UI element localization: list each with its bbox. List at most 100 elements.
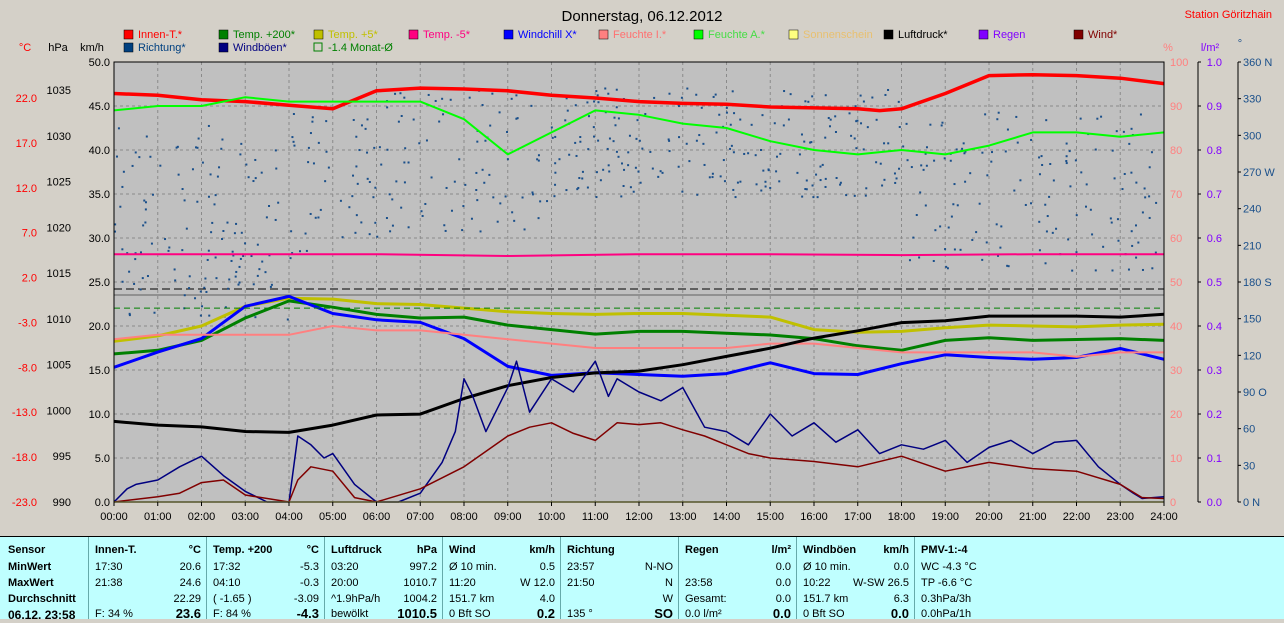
direction-point [374,186,377,189]
direction-point [537,217,540,220]
legend-swatch [1073,29,1084,40]
time-tick: 05:00 [319,511,347,523]
direction-point [264,271,267,274]
legend-item: Regen [978,29,1025,41]
direction-point [754,154,757,157]
direction-point [632,190,635,193]
direction-point [883,178,886,181]
direction-point [309,212,312,215]
direction-point [1144,196,1147,199]
direction-point [139,251,142,254]
direction-point [617,155,620,158]
regen-unit: l/m² [771,544,791,556]
direction-point [554,135,557,138]
direction-point [214,256,217,259]
direction-point [239,153,242,156]
direction-point [725,106,728,109]
direction-point [355,165,358,168]
direction-point [576,188,579,191]
direction-point [516,117,519,120]
grid [113,61,1165,503]
regen-label: 0.0 l/m² [685,608,722,620]
direction-point [254,316,257,319]
direction-point [153,311,156,314]
direction-point [391,224,394,227]
legend-item: Windböen* [218,42,288,54]
direction-point [932,259,935,262]
direction-point [317,216,320,219]
direction-point [134,151,137,154]
legend-swatch [408,29,419,40]
direction-point [1045,230,1048,233]
boeen-value: 6.3 [893,593,909,605]
direction-point [1094,148,1097,151]
regen-block: Regen l/m² 0.0 23:58 0.0 Gesamt: 0.0 0.0 l/m² 0.… [678,537,797,621]
direction-point [1148,166,1151,169]
direction-point [1094,269,1097,272]
direction-point [128,312,131,315]
direction-point [531,191,534,194]
direction-point [586,101,589,104]
direction-point [698,134,701,137]
direction-point [216,175,219,178]
direction-point [213,203,216,206]
direction-point [275,167,278,170]
regen-row: Gesamt: 0.0 [679,593,797,608]
direction-point [394,92,397,95]
direction-point [114,223,117,226]
direction-point [1121,188,1124,191]
boeen-row: 151.7 km 6.3 [797,593,915,608]
direction-point [812,196,815,199]
direction-point [491,92,494,95]
direction-point [311,116,314,119]
direction-point [207,249,210,252]
direction-point [537,159,540,162]
direction-point [668,139,671,142]
direction-point [805,179,808,182]
direction-point [607,92,610,95]
direction-point [657,175,660,178]
direction-point [595,90,598,93]
direction-point [912,236,915,239]
direction-point [199,290,202,293]
hpa-unit: hPa [48,42,68,54]
celsius-tick: -3.0 [18,317,37,329]
direction-point [579,140,582,143]
direction-point [764,180,767,183]
direction-point [268,204,271,207]
direction-point [291,136,294,139]
direction-point [290,230,293,233]
celsius-tick: 7.0 [22,228,37,240]
celsius-tick: -13.0 [12,407,37,419]
direction-point [1115,130,1118,133]
direction-point [1015,115,1018,118]
direction-point [839,181,842,184]
richtung-block: Richtung 23:57 N-NO 21:50 N W 135 ° SO [560,537,679,621]
time-tick: 08:00 [450,511,478,523]
direction-point [789,93,792,96]
direction-point [1085,183,1088,186]
direction-point [688,160,691,163]
direction-point [981,151,984,154]
direction-point [811,95,814,98]
direction-point [696,193,699,196]
direction-point [1135,181,1138,184]
direction-point [1065,162,1068,165]
direction-point [1038,249,1041,252]
direction-point [732,151,735,154]
direction-point [945,265,948,268]
avg-label: Durchschnitt [8,593,76,605]
direction-point [483,181,486,184]
chart-title: Donnerstag, 06.12.2012 [562,8,723,25]
direction-point [144,208,147,211]
direction-point [615,106,618,109]
direction-point [211,221,214,224]
direction-point [1100,115,1103,118]
kmh-tick: 30.0 [89,233,110,245]
direction-point [862,100,865,103]
rain-tick: 0.8 [1207,145,1222,157]
innen-label: F: 34 % [95,608,133,620]
direction-point [703,163,706,166]
direction-point [596,94,599,97]
temp-title: Temp. +200 [213,544,273,556]
